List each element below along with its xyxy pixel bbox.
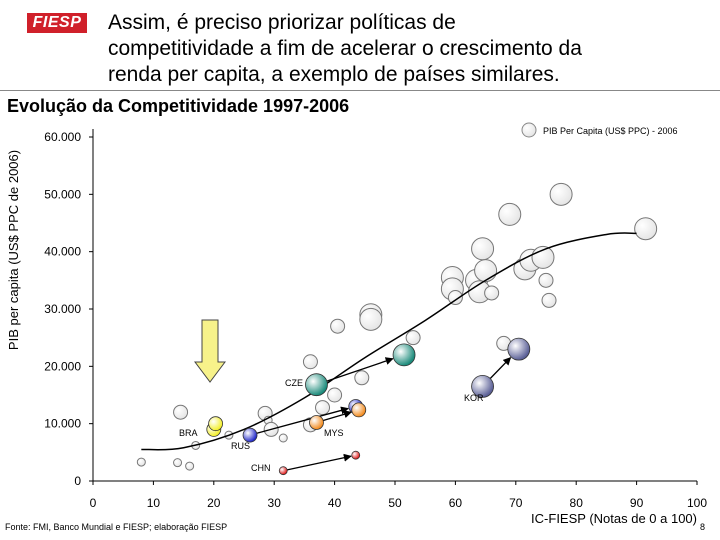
y-axis-label: PIB per capita (US$ PPC de 2006)	[6, 150, 21, 350]
kor-bubble-2006	[507, 337, 531, 361]
chn-bubble-2006	[351, 450, 361, 460]
mys-trajectory-arrow	[323, 410, 353, 422]
y-tick-label: 60.000	[44, 130, 81, 144]
country-bubble	[185, 461, 195, 471]
headline-line-2: competitividade a fim de acelerar o cres…	[108, 37, 582, 60]
country-bubble	[541, 292, 557, 308]
x-tick-label: 70	[509, 496, 523, 510]
x-tick-label: 10	[147, 496, 161, 510]
legend-bubble	[521, 122, 537, 138]
cze-bubble-2006	[392, 343, 416, 367]
source-note: Fonte: FMI, Banco Mundial e FIESP; elabo…	[5, 522, 228, 532]
country-bubble	[405, 330, 421, 346]
highlight-arrow-icon	[194, 319, 226, 383]
x-tick-label: 0	[90, 496, 97, 510]
x-tick-label: 80	[570, 496, 584, 510]
country-bubble	[359, 307, 383, 331]
country-bubble	[136, 457, 146, 467]
legend-label: PIB Per Capita (US$ PPC) - 2006	[543, 126, 678, 136]
x-tick-label: 90	[630, 496, 644, 510]
kor-trajectory-arrow	[489, 357, 512, 379]
x-tick-label: 30	[268, 496, 282, 510]
fiesp-logo: FIESP	[27, 13, 87, 33]
kor-label: KOR	[464, 393, 484, 403]
y-tick-label: 30.000	[44, 302, 81, 316]
rus-trajectory-arrow	[256, 406, 349, 434]
headline: Assim, é preciso priorizar políticas de …	[108, 10, 708, 88]
cze-label: CZE	[285, 378, 303, 388]
country-bubble	[315, 400, 331, 416]
chn-bubble-1997	[278, 466, 288, 476]
y-tick-label: 20.000	[44, 359, 81, 373]
country-bubble	[354, 370, 370, 386]
chart-title: Evolução da Competitividade 1997-2006	[7, 96, 350, 116]
country-bubble	[302, 354, 318, 370]
y-tick-label: 50.000	[44, 187, 81, 201]
y-tick-label: 10.000	[44, 417, 81, 431]
mys-bubble-1997	[309, 415, 324, 430]
bra-bubble-2006	[208, 416, 224, 432]
x-axis-label: IC-FIESP (Notas de 0 a 100)	[531, 511, 697, 526]
mys-label: MYS	[324, 428, 344, 438]
x-tick-label: 40	[328, 496, 342, 510]
x-tick-label: 50	[388, 496, 402, 510]
header-divider	[0, 90, 720, 91]
country-bubble	[634, 217, 658, 241]
chn-label: CHN	[251, 463, 271, 473]
country-bubble	[549, 182, 573, 206]
y-tick-label: 0	[74, 474, 81, 488]
page-number: 8	[700, 522, 706, 532]
headline-line-3: renda per capita, a exemplo de países si…	[108, 63, 560, 86]
cze-trajectory-arrow	[326, 357, 394, 382]
country-bubble	[498, 202, 522, 226]
mys-bubble-2006	[351, 402, 367, 418]
rus-bubble-1997	[242, 427, 258, 443]
x-tick-label: 20	[207, 496, 221, 510]
country-bubble	[538, 272, 554, 288]
trend-curve	[141, 232, 637, 451]
kor-bubble-1997	[471, 374, 494, 398]
country-bubble	[278, 433, 288, 443]
country-bubble	[474, 259, 498, 283]
x-tick-label: 60	[449, 496, 463, 510]
country-bubble	[330, 318, 346, 334]
x-tick-label: 100	[687, 496, 707, 510]
country-bubble	[173, 458, 183, 468]
country-bubble	[484, 285, 500, 301]
country-bubble	[447, 290, 463, 306]
y-tick-label: 40.000	[44, 245, 81, 259]
country-bubble	[471, 237, 495, 261]
cze-bubble-1997	[305, 373, 328, 397]
bra-label: BRA	[179, 428, 198, 438]
headline-line-1: Assim, é preciso priorizar políticas de	[108, 11, 456, 34]
chn-trajectory-arrow	[287, 453, 352, 471]
rus-label: RUS	[231, 441, 250, 451]
country-bubble	[173, 404, 189, 420]
country-bubble	[327, 387, 343, 403]
